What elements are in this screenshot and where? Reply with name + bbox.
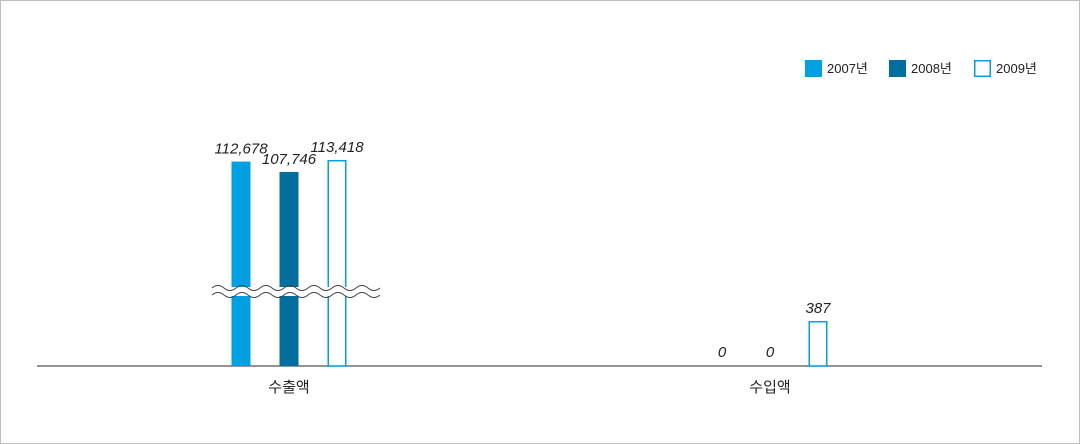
axis-break-gap bbox=[212, 287, 380, 296]
bar-2009년-수입액 bbox=[808, 321, 828, 367]
data-label-2007년-수입액: 0 bbox=[718, 344, 727, 361]
data-label-2009년-수입액: 387 bbox=[805, 300, 831, 317]
legend-label-2008년: 2008년 bbox=[911, 61, 952, 76]
data-label-2008년-수출액: 107,746 bbox=[262, 151, 317, 168]
legend-label-2007년: 2007년 bbox=[827, 61, 868, 76]
bar-2009년-수출액 bbox=[327, 160, 347, 367]
axis-break-line-bottom bbox=[211, 292, 381, 298]
category-label-수입액: 수입액 bbox=[749, 378, 790, 396]
bar-2008년-수출액 bbox=[279, 172, 299, 366]
bar-2007년-수출액 bbox=[231, 161, 251, 366]
legend-swatch-2007년 bbox=[805, 60, 822, 77]
axis-break-line-top bbox=[211, 285, 381, 291]
category-label-수출액: 수출액 bbox=[268, 378, 309, 396]
legend-swatch-2009년 bbox=[974, 60, 991, 77]
legend-swatch-2008년 bbox=[889, 60, 906, 77]
legend-label-2009년: 2009년 bbox=[996, 61, 1037, 76]
data-label-2007년-수출액: 112,678 bbox=[214, 141, 268, 158]
data-label-2008년-수입액: 0 bbox=[766, 344, 775, 361]
data-label-2009년-수출액: 113,418 bbox=[310, 139, 364, 156]
